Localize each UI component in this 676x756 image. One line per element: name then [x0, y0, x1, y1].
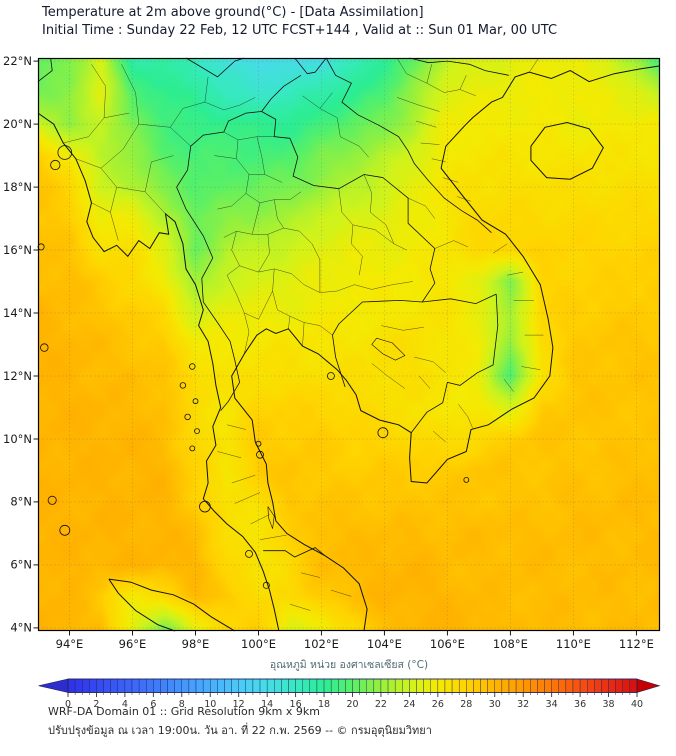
svg-text:10°N: 10°N: [3, 432, 32, 446]
svg-text:22: 22: [375, 699, 387, 710]
temperature-field-canvas: [38, 58, 660, 631]
map-subtitle-init-valid-time: Initial Time : Sunday 22 Feb, 12 UTC FCS…: [42, 23, 558, 38]
svg-text:30: 30: [489, 699, 501, 710]
svg-text:104°E: 104°E: [367, 637, 402, 651]
svg-text:112°E: 112°E: [619, 637, 654, 651]
svg-text:8°N: 8°N: [10, 495, 32, 509]
svg-text:12°N: 12°N: [3, 369, 32, 383]
footer-update-info-thai: ปรับปรุงข้อมูล ณ เวลา 19:00น. วัน อา. ที…: [48, 724, 432, 737]
svg-text:36: 36: [574, 699, 586, 710]
svg-text:94°E: 94°E: [56, 637, 84, 651]
footer-domain-info: WRF-DA Domain 01 :: Grid Resolution 9km …: [48, 705, 320, 718]
svg-text:98°E: 98°E: [182, 637, 210, 651]
svg-text:100°E: 100°E: [241, 637, 276, 651]
svg-text:28: 28: [460, 699, 472, 710]
colorbar-label-thai: อุณหภูมิ หน่วย องศาเซลเซียส (°C): [269, 659, 429, 671]
svg-text:40: 40: [631, 699, 643, 710]
svg-text:32: 32: [517, 699, 529, 710]
svg-text:34: 34: [546, 699, 558, 710]
svg-text:106°E: 106°E: [430, 637, 465, 651]
svg-text:108°E: 108°E: [493, 637, 528, 651]
svg-text:22°N: 22°N: [3, 54, 32, 68]
svg-text:38: 38: [603, 699, 615, 710]
svg-text:18°N: 18°N: [3, 180, 32, 194]
svg-text:20°N: 20°N: [3, 117, 32, 131]
svg-text:14°N: 14°N: [3, 306, 32, 320]
svg-text:102°E: 102°E: [304, 637, 339, 651]
svg-text:20: 20: [346, 699, 358, 710]
svg-text:24: 24: [403, 699, 415, 710]
svg-text:4°N: 4°N: [10, 621, 32, 635]
svg-text:16°N: 16°N: [3, 243, 32, 257]
svg-text:26: 26: [432, 699, 444, 710]
svg-text:6°N: 6°N: [10, 558, 32, 572]
svg-text:110°E: 110°E: [556, 637, 591, 651]
map-title: Temperature at 2m above ground(°C) - [Da…: [42, 5, 424, 20]
svg-text:96°E: 96°E: [119, 637, 147, 651]
